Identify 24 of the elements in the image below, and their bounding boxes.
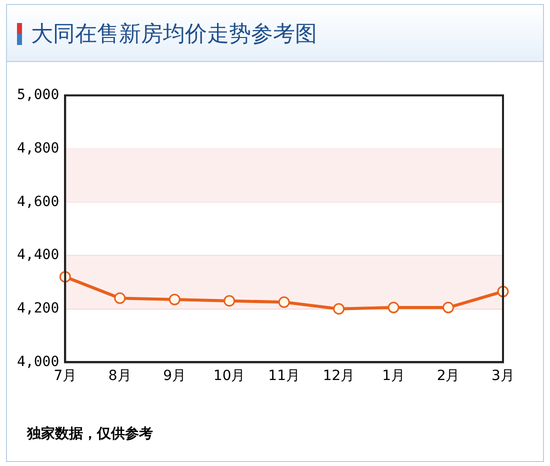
y-tick-label: 4,000 (16, 354, 60, 370)
x-tick-label: 11月 (268, 368, 300, 384)
chart-title: 大同在售新房均价走势参考图 (31, 21, 317, 49)
y-tick-label: 4,800 (16, 140, 60, 156)
x-tick-label: 1月 (382, 368, 405, 384)
y-tick-label: 4,200 (16, 300, 60, 316)
point (388, 302, 400, 314)
point (278, 296, 290, 308)
y-tick-label: 5,000 (16, 87, 60, 104)
point (114, 292, 126, 304)
x-tick-label: 3月 (492, 368, 514, 384)
point (224, 295, 236, 307)
x-tick-label: 2月 (436, 368, 460, 384)
point (442, 302, 454, 314)
text: 独家数据，仅供参考 (27, 425, 153, 443)
x-tick-label: 12月 (322, 368, 355, 384)
y-tick-label: 4,600 (16, 194, 60, 210)
y-tick-label: 4,400 (16, 247, 60, 264)
x-tick-label: 10月 (213, 368, 246, 384)
x-tick-label: 9月 (163, 368, 186, 384)
point (333, 303, 345, 315)
x-tick-label: 8月 (108, 368, 132, 384)
point (168, 294, 180, 306)
x-tick-label: 7月 (54, 368, 77, 384)
